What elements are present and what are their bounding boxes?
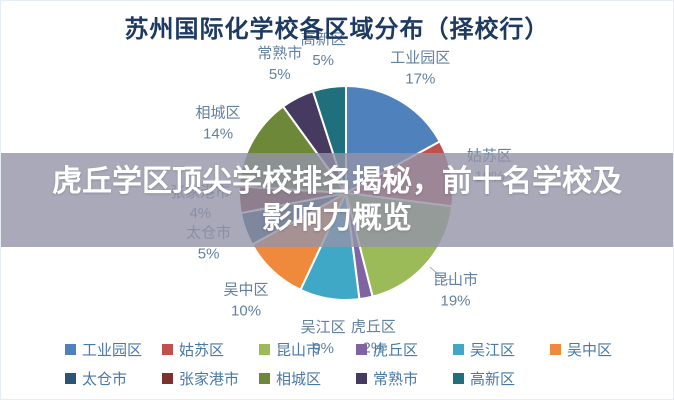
chart-title: 苏州国际化学校各区域分布（择校行） xyxy=(124,17,550,43)
headline-overlay: 虎丘学区顶尖学校排名揭秘，前十名学校及 影响力概览 xyxy=(1,153,673,247)
legend-item-工业园区: 工业园区 xyxy=(65,339,162,360)
headline-line-2: 影响力概览 xyxy=(262,202,412,235)
chart-legend: 工业园区 姑苏区 昆山市 虎丘区 吴江区 吴中区太仓市 张家港市 相城区 常熟市 高新区 xyxy=(65,335,647,393)
legend-swatch-吴中区 xyxy=(550,344,561,355)
pie-label-相城区: 相城区 14% xyxy=(196,105,241,143)
legend-label: 高新区 xyxy=(470,371,516,388)
pie-label-昆山市: 昆山市 19% xyxy=(433,272,478,310)
legend-item-张家港市: 张家港市 xyxy=(162,368,259,389)
pie-label-吴江区: 吴江区 9% xyxy=(301,319,346,357)
legend-swatch-吴江区 xyxy=(453,344,464,355)
legend-swatch-常熟市 xyxy=(356,373,367,384)
legend-label: 吴中区 xyxy=(567,342,613,359)
legend-item-昆山市: 昆山市 xyxy=(259,339,356,360)
legend-item-吴中区: 吴中区 xyxy=(550,339,647,360)
legend-item-高新区: 高新区 xyxy=(453,368,550,389)
legend-item-虎丘区: 虎丘区 xyxy=(356,339,453,360)
legend-swatch-昆山市 xyxy=(259,344,270,355)
pie-label-常熟市: 常熟市 5% xyxy=(257,45,302,83)
legend-label: 吴江区 xyxy=(470,342,516,359)
legend-label: 姑苏区 xyxy=(179,342,225,359)
legend-item-太仓市: 太仓市 xyxy=(65,368,162,389)
headline-line-1: 虎丘学区顶尖学校排名揭秘，前十名学校及 xyxy=(52,165,622,198)
pie-label-高新区: 高新区 5% xyxy=(301,31,346,69)
legend-label: 相城区 xyxy=(276,371,322,388)
legend-label: 常熟市 xyxy=(373,371,419,388)
legend-item-吴江区: 吴江区 xyxy=(453,339,550,360)
pie-label-虎丘区: 虎丘区 2% xyxy=(351,318,396,356)
legend-swatch-高新区 xyxy=(453,373,464,384)
legend-label: 昆山市 xyxy=(276,342,322,359)
legend-swatch-太仓市 xyxy=(65,373,76,384)
legend-row-2: 太仓市 张家港市 相城区 常熟市 高新区 xyxy=(65,364,647,393)
legend-label: 太仓市 xyxy=(82,371,128,388)
legend-item-姑苏区: 姑苏区 xyxy=(162,339,259,360)
legend-row-1: 工业园区 姑苏区 昆山市 虎丘区 吴江区 吴中区 xyxy=(65,335,647,364)
legend-swatch-张家港市 xyxy=(162,373,173,384)
legend-item-常熟市: 常熟市 xyxy=(356,368,453,389)
legend-label: 工业园区 xyxy=(82,342,143,359)
pie-label-工业园区: 工业园区 17% xyxy=(390,49,450,87)
legend-swatch-姑苏区 xyxy=(162,344,173,355)
legend-swatch-虎丘区 xyxy=(356,344,367,355)
pie-label-吴中区: 吴中区 10% xyxy=(224,281,269,319)
legend-label: 张家港市 xyxy=(179,371,240,388)
callout-line-昆山市 xyxy=(429,266,455,281)
legend-label: 虎丘区 xyxy=(373,342,419,359)
legend-item-相城区: 相城区 xyxy=(259,368,356,389)
legend-swatch-工业园区 xyxy=(65,344,76,355)
legend-swatch-相城区 xyxy=(259,373,270,384)
